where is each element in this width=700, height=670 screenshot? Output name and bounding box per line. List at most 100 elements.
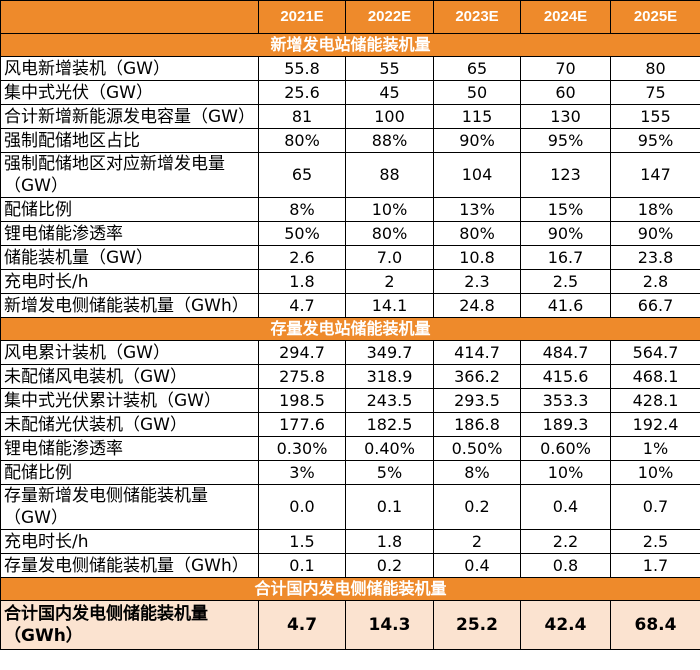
cell: 41.6: [520, 293, 611, 318]
row-label: 存量发电侧储能装机量（GWh）: [0, 553, 259, 578]
cell: 123: [520, 152, 611, 198]
data-row: 合计新增新能源发电容量（GW） 81 100 115 130 155: [0, 104, 700, 129]
cell: 50%: [258, 221, 346, 246]
data-row: 未配储风电装机（GW） 275.8 318.9 366.2 415.6 468.1: [0, 364, 700, 389]
section-title: 存量发电站储能装机量: [0, 317, 700, 341]
data-row: 锂电储能渗透率 0.30% 0.40% 0.50% 0.60% 1%: [0, 436, 700, 461]
cell: 115: [433, 104, 521, 129]
cell: 10%: [345, 197, 434, 222]
cell: 0.7: [610, 484, 700, 530]
cell: 414.7: [433, 340, 521, 365]
cell: 189.3: [520, 412, 611, 437]
cell: 0.60%: [520, 436, 611, 461]
row-label: 充电时长/h: [0, 529, 259, 554]
cell: 68.4: [610, 600, 700, 650]
row-label: 风电累计装机（GW）: [0, 340, 259, 365]
data-table: 2021E 2022E 2023E 2024E 2025E 新增发电站储能装机量 风电新增…: [0, 0, 700, 650]
data-row: 风电累计装机（GW） 294.7 349.7 414.7 484.7 564.7: [0, 340, 700, 365]
cell: 5%: [345, 460, 434, 485]
cell: 177.6: [258, 412, 346, 437]
cell: 18%: [610, 197, 700, 222]
cell: 318.9: [345, 364, 434, 389]
section-title: 合计国内发电侧储能装机量: [0, 577, 700, 601]
cell: 0.1: [345, 484, 434, 530]
cell: 24.8: [433, 293, 521, 318]
cell: 25.6: [258, 80, 346, 105]
row-label: 集中式光伏（GW）: [0, 80, 259, 105]
data-row: 配储比例 8% 10% 13% 15% 18%: [0, 197, 700, 222]
cell: 182.5: [345, 412, 434, 437]
row-label: 未配储光伏装机（GW）: [0, 412, 259, 437]
cell: 294.7: [258, 340, 346, 365]
cell: 366.2: [433, 364, 521, 389]
cell: 14.3: [345, 600, 434, 650]
row-label: 锂电储能渗透率: [0, 221, 259, 246]
cell: 1%: [610, 436, 700, 461]
section-row: 存量发电站储能装机量: [0, 317, 700, 341]
data-row: 储能装机量（GW） 2.6 7.0 10.8 16.7 23.8: [0, 245, 700, 270]
cell: 130: [520, 104, 611, 129]
cell: 90%: [610, 221, 700, 246]
cell: 104: [433, 152, 521, 198]
cell: 192.4: [610, 412, 700, 437]
cell: 2: [345, 269, 434, 294]
cell: 4.7: [258, 293, 346, 318]
cell: 0.30%: [258, 436, 346, 461]
cell: 88: [345, 152, 434, 198]
row-label: 合计新增新能源发电容量（GW）: [0, 104, 259, 129]
cell: 353.3: [520, 388, 611, 413]
cell: 75: [610, 80, 700, 105]
cell: 95%: [610, 128, 700, 153]
row-label: 新增发电侧储能装机量（GWh）: [0, 293, 259, 318]
row-label: 锂电储能渗透率: [0, 436, 259, 461]
row-label: 存量新增发电侧储能装机量（GW）: [0, 484, 259, 530]
cell: 60: [520, 80, 611, 105]
data-row: 新增发电侧储能装机量（GWh） 4.7 14.1 24.8 41.6 66.7: [0, 293, 700, 318]
cell: 484.7: [520, 340, 611, 365]
cell: 55.8: [258, 56, 346, 81]
row-label: 强制配储地区占比: [0, 128, 259, 153]
cell: 3%: [258, 460, 346, 485]
row-label: 强制配储地区对应新增发电量（GW）: [0, 152, 259, 198]
cell: 81: [258, 104, 346, 129]
data-row: 配储比例 3% 5% 8% 10% 10%: [0, 460, 700, 485]
cell: 1.8: [258, 269, 346, 294]
cell: 7.0: [345, 245, 434, 270]
cell: 2.3: [433, 269, 521, 294]
cell: 0.0: [258, 484, 346, 530]
cell: 0.4: [433, 553, 521, 578]
cell: 2.5: [520, 269, 611, 294]
row-label: 合计国内发电侧储能装机量（GWh）: [0, 600, 259, 650]
cell: 275.8: [258, 364, 346, 389]
corner-cell: [0, 0, 259, 34]
cell: 243.5: [345, 388, 434, 413]
data-row: 充电时长/h 1.8 2 2.3 2.5 2.8: [0, 269, 700, 294]
data-row: 未配储光伏装机（GW） 177.6 182.5 186.8 189.3 192.4: [0, 412, 700, 437]
total-row: 合计国内发电侧储能装机量（GWh） 4.7 14.3 25.2 42.4 68.4: [0, 600, 700, 650]
data-row: 存量新增发电侧储能装机量（GW） 0.0 0.1 0.2 0.4 0.7: [0, 484, 700, 530]
cell: 186.8: [433, 412, 521, 437]
cell: 4.7: [258, 600, 346, 650]
cell: 80: [610, 56, 700, 81]
cell: 80%: [433, 221, 521, 246]
column-header: 2022E: [345, 0, 434, 34]
cell: 42.4: [520, 600, 611, 650]
cell: 2.2: [520, 529, 611, 554]
data-row: 存量发电侧储能装机量（GWh） 0.1 0.2 0.4 0.8 1.7: [0, 553, 700, 578]
cell: 16.7: [520, 245, 611, 270]
cell: 8%: [433, 460, 521, 485]
cell: 2.6: [258, 245, 346, 270]
column-header: 2021E: [258, 0, 346, 34]
cell: 1.8: [345, 529, 434, 554]
header-row: 2021E 2022E 2023E 2024E 2025E: [0, 0, 700, 34]
row-label: 配储比例: [0, 197, 259, 222]
cell: 147: [610, 152, 700, 198]
row-label: 集中式光伏累计装机（GW）: [0, 388, 259, 413]
cell: 349.7: [345, 340, 434, 365]
cell: 66.7: [610, 293, 700, 318]
data-row: 强制配储地区对应新增发电量（GW） 65 88 104 123 147: [0, 152, 700, 198]
row-label: 未配储风电装机（GW）: [0, 364, 259, 389]
cell: 2: [433, 529, 521, 554]
data-row: 锂电储能渗透率 50% 80% 80% 90% 90%: [0, 221, 700, 246]
